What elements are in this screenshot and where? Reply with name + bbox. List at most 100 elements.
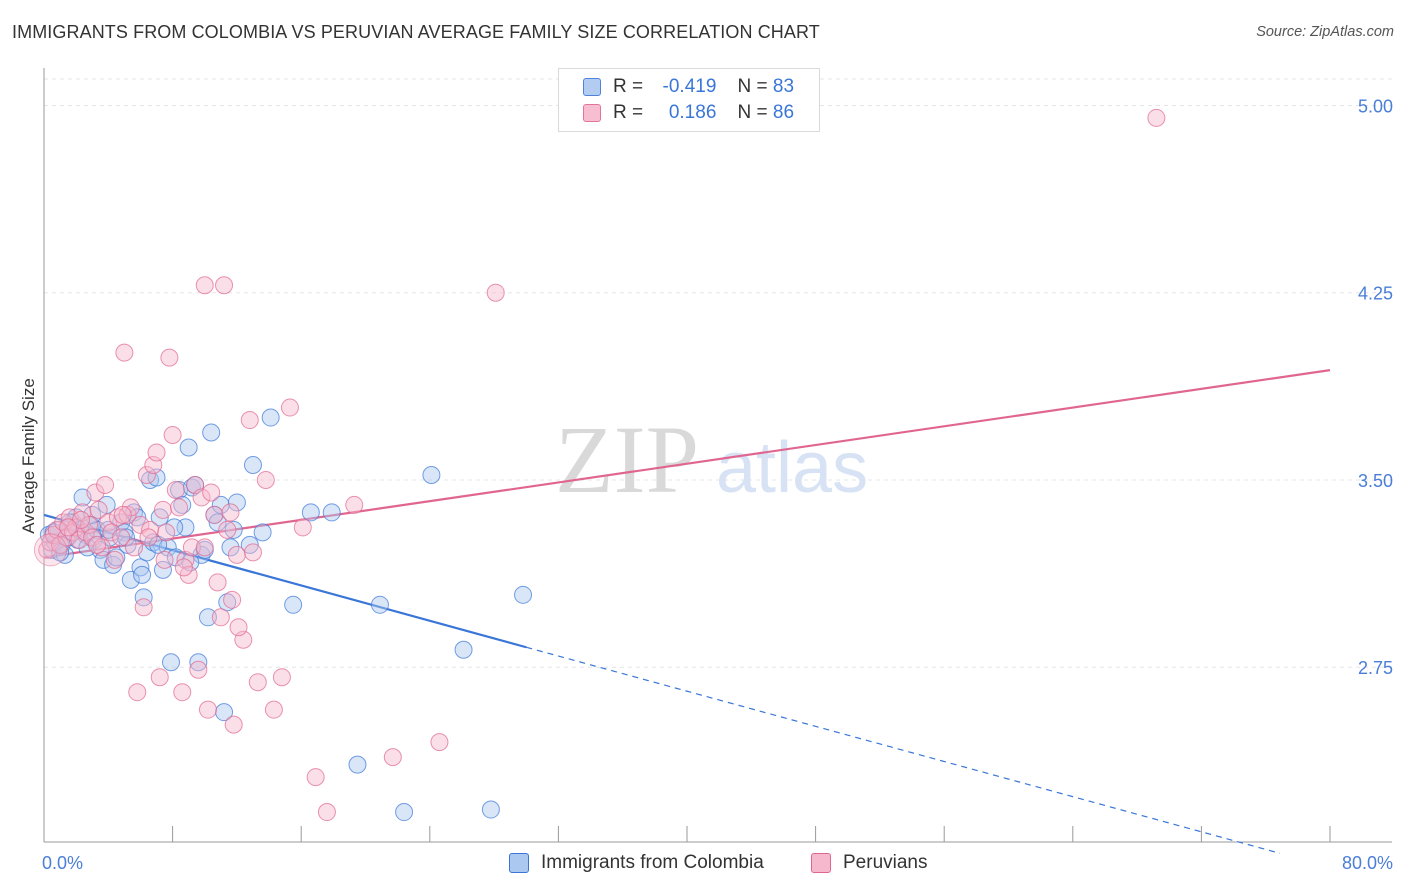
data-point bbox=[134, 598, 153, 617]
data-point bbox=[115, 343, 134, 362]
data-point bbox=[153, 500, 172, 519]
data-point bbox=[182, 538, 201, 557]
data-point bbox=[280, 398, 299, 417]
data-point bbox=[121, 570, 140, 589]
legend-r-value: -0.419 bbox=[662, 76, 717, 97]
series-peruvians bbox=[38, 108, 1166, 822]
data-point bbox=[218, 593, 237, 612]
data-point bbox=[370, 595, 389, 614]
data-point bbox=[202, 423, 221, 442]
data-point bbox=[179, 438, 198, 457]
data-point bbox=[224, 520, 243, 539]
data-point bbox=[224, 715, 243, 734]
data-point bbox=[317, 803, 336, 822]
data-point bbox=[243, 543, 262, 562]
data-point bbox=[102, 523, 121, 542]
data-point bbox=[430, 733, 449, 752]
data-point bbox=[272, 668, 291, 687]
legend-swatch-pink bbox=[583, 104, 601, 122]
data-point bbox=[92, 538, 111, 557]
data-point bbox=[221, 538, 240, 557]
gridlines bbox=[44, 78, 1392, 668]
data-point bbox=[89, 500, 108, 519]
data-point bbox=[155, 550, 174, 569]
data-point bbox=[243, 455, 262, 474]
cluster-point bbox=[33, 533, 67, 567]
data-point bbox=[215, 703, 234, 722]
legend-label-peruvians: Peruvians bbox=[843, 852, 928, 873]
data-point bbox=[105, 550, 124, 569]
correlation-legend: R = -0.419 N = 83 R = 0.186 N = 86 bbox=[558, 68, 820, 132]
data-point bbox=[383, 748, 402, 767]
data-point bbox=[395, 803, 414, 822]
axes bbox=[43, 68, 1392, 843]
data-point bbox=[161, 653, 180, 672]
x-tick-label-min: 0.0% bbox=[42, 853, 83, 873]
data-point bbox=[88, 535, 107, 554]
legend-item-peruvians[interactable]: Peruvians bbox=[811, 852, 928, 874]
legend-n-value: 86 bbox=[772, 102, 795, 123]
data-point bbox=[301, 503, 320, 522]
data-point bbox=[128, 683, 147, 702]
data-point bbox=[170, 498, 189, 517]
data-point bbox=[322, 503, 341, 522]
legend-swatch-colombia bbox=[509, 853, 529, 873]
data-point bbox=[208, 573, 227, 592]
y-tick-label: 2.75 bbox=[1358, 658, 1393, 678]
data-point bbox=[86, 483, 105, 502]
chart-title: IMMIGRANTS FROM COLOMBIA VS PERUVIAN AVE… bbox=[12, 22, 820, 42]
data-point bbox=[55, 545, 74, 564]
data-point bbox=[139, 528, 158, 547]
legend-row-pink: R = 0.186 N = 86 bbox=[583, 101, 794, 125]
data-point bbox=[150, 668, 169, 687]
y-axis-label: Average Family Size bbox=[19, 378, 38, 534]
data-point bbox=[486, 283, 505, 302]
data-point bbox=[514, 585, 533, 604]
data-point bbox=[133, 565, 152, 584]
data-point bbox=[195, 538, 214, 557]
data-point bbox=[173, 683, 192, 702]
data-point bbox=[306, 768, 325, 787]
data-point bbox=[229, 618, 248, 637]
data-point bbox=[99, 513, 118, 532]
data-point bbox=[166, 480, 185, 499]
y-tick-label: 5.00 bbox=[1358, 96, 1393, 116]
watermark-zip: ZIP bbox=[555, 406, 699, 513]
data-point bbox=[189, 653, 208, 672]
legend-item-colombia[interactable]: Immigrants from Colombia bbox=[509, 852, 764, 874]
y-tick-label: 4.25 bbox=[1358, 284, 1393, 304]
data-point bbox=[147, 443, 166, 462]
data-point bbox=[202, 483, 221, 502]
legend-row-blue: R = -0.419 N = 83 bbox=[583, 75, 794, 99]
data-point bbox=[113, 505, 132, 524]
data-point bbox=[157, 523, 176, 542]
data-point bbox=[112, 528, 131, 547]
legend-n-value: 83 bbox=[772, 76, 795, 97]
legend-swatch-blue bbox=[583, 78, 601, 96]
data-point bbox=[211, 495, 230, 514]
data-point bbox=[261, 408, 280, 427]
data-point bbox=[248, 673, 267, 692]
x-tick-labels: 0.0% 80.0% bbox=[42, 853, 1393, 873]
data-point bbox=[481, 800, 500, 819]
data-point bbox=[221, 503, 240, 522]
data-point bbox=[256, 470, 275, 489]
series-legend: Immigrants from Colombia Peruvians bbox=[0, 852, 1406, 878]
x-tick-label-max: 80.0% bbox=[1342, 853, 1393, 873]
y-tick-labels: 2.75 3.50 4.25 5.00 bbox=[1358, 96, 1393, 678]
data-point bbox=[218, 520, 237, 539]
data-point bbox=[137, 465, 156, 484]
data-point bbox=[223, 590, 242, 609]
data-point bbox=[125, 538, 144, 557]
data-point bbox=[192, 488, 211, 507]
data-point bbox=[195, 276, 214, 295]
data-point bbox=[348, 755, 367, 774]
data-point bbox=[160, 348, 179, 367]
data-point bbox=[131, 558, 150, 577]
y-tick-label: 3.50 bbox=[1358, 471, 1393, 491]
trend-line-pink bbox=[43, 369, 1331, 559]
data-point bbox=[189, 660, 208, 679]
source-credit: Source: ZipAtlas.com bbox=[1256, 24, 1394, 40]
data-point bbox=[96, 475, 115, 494]
